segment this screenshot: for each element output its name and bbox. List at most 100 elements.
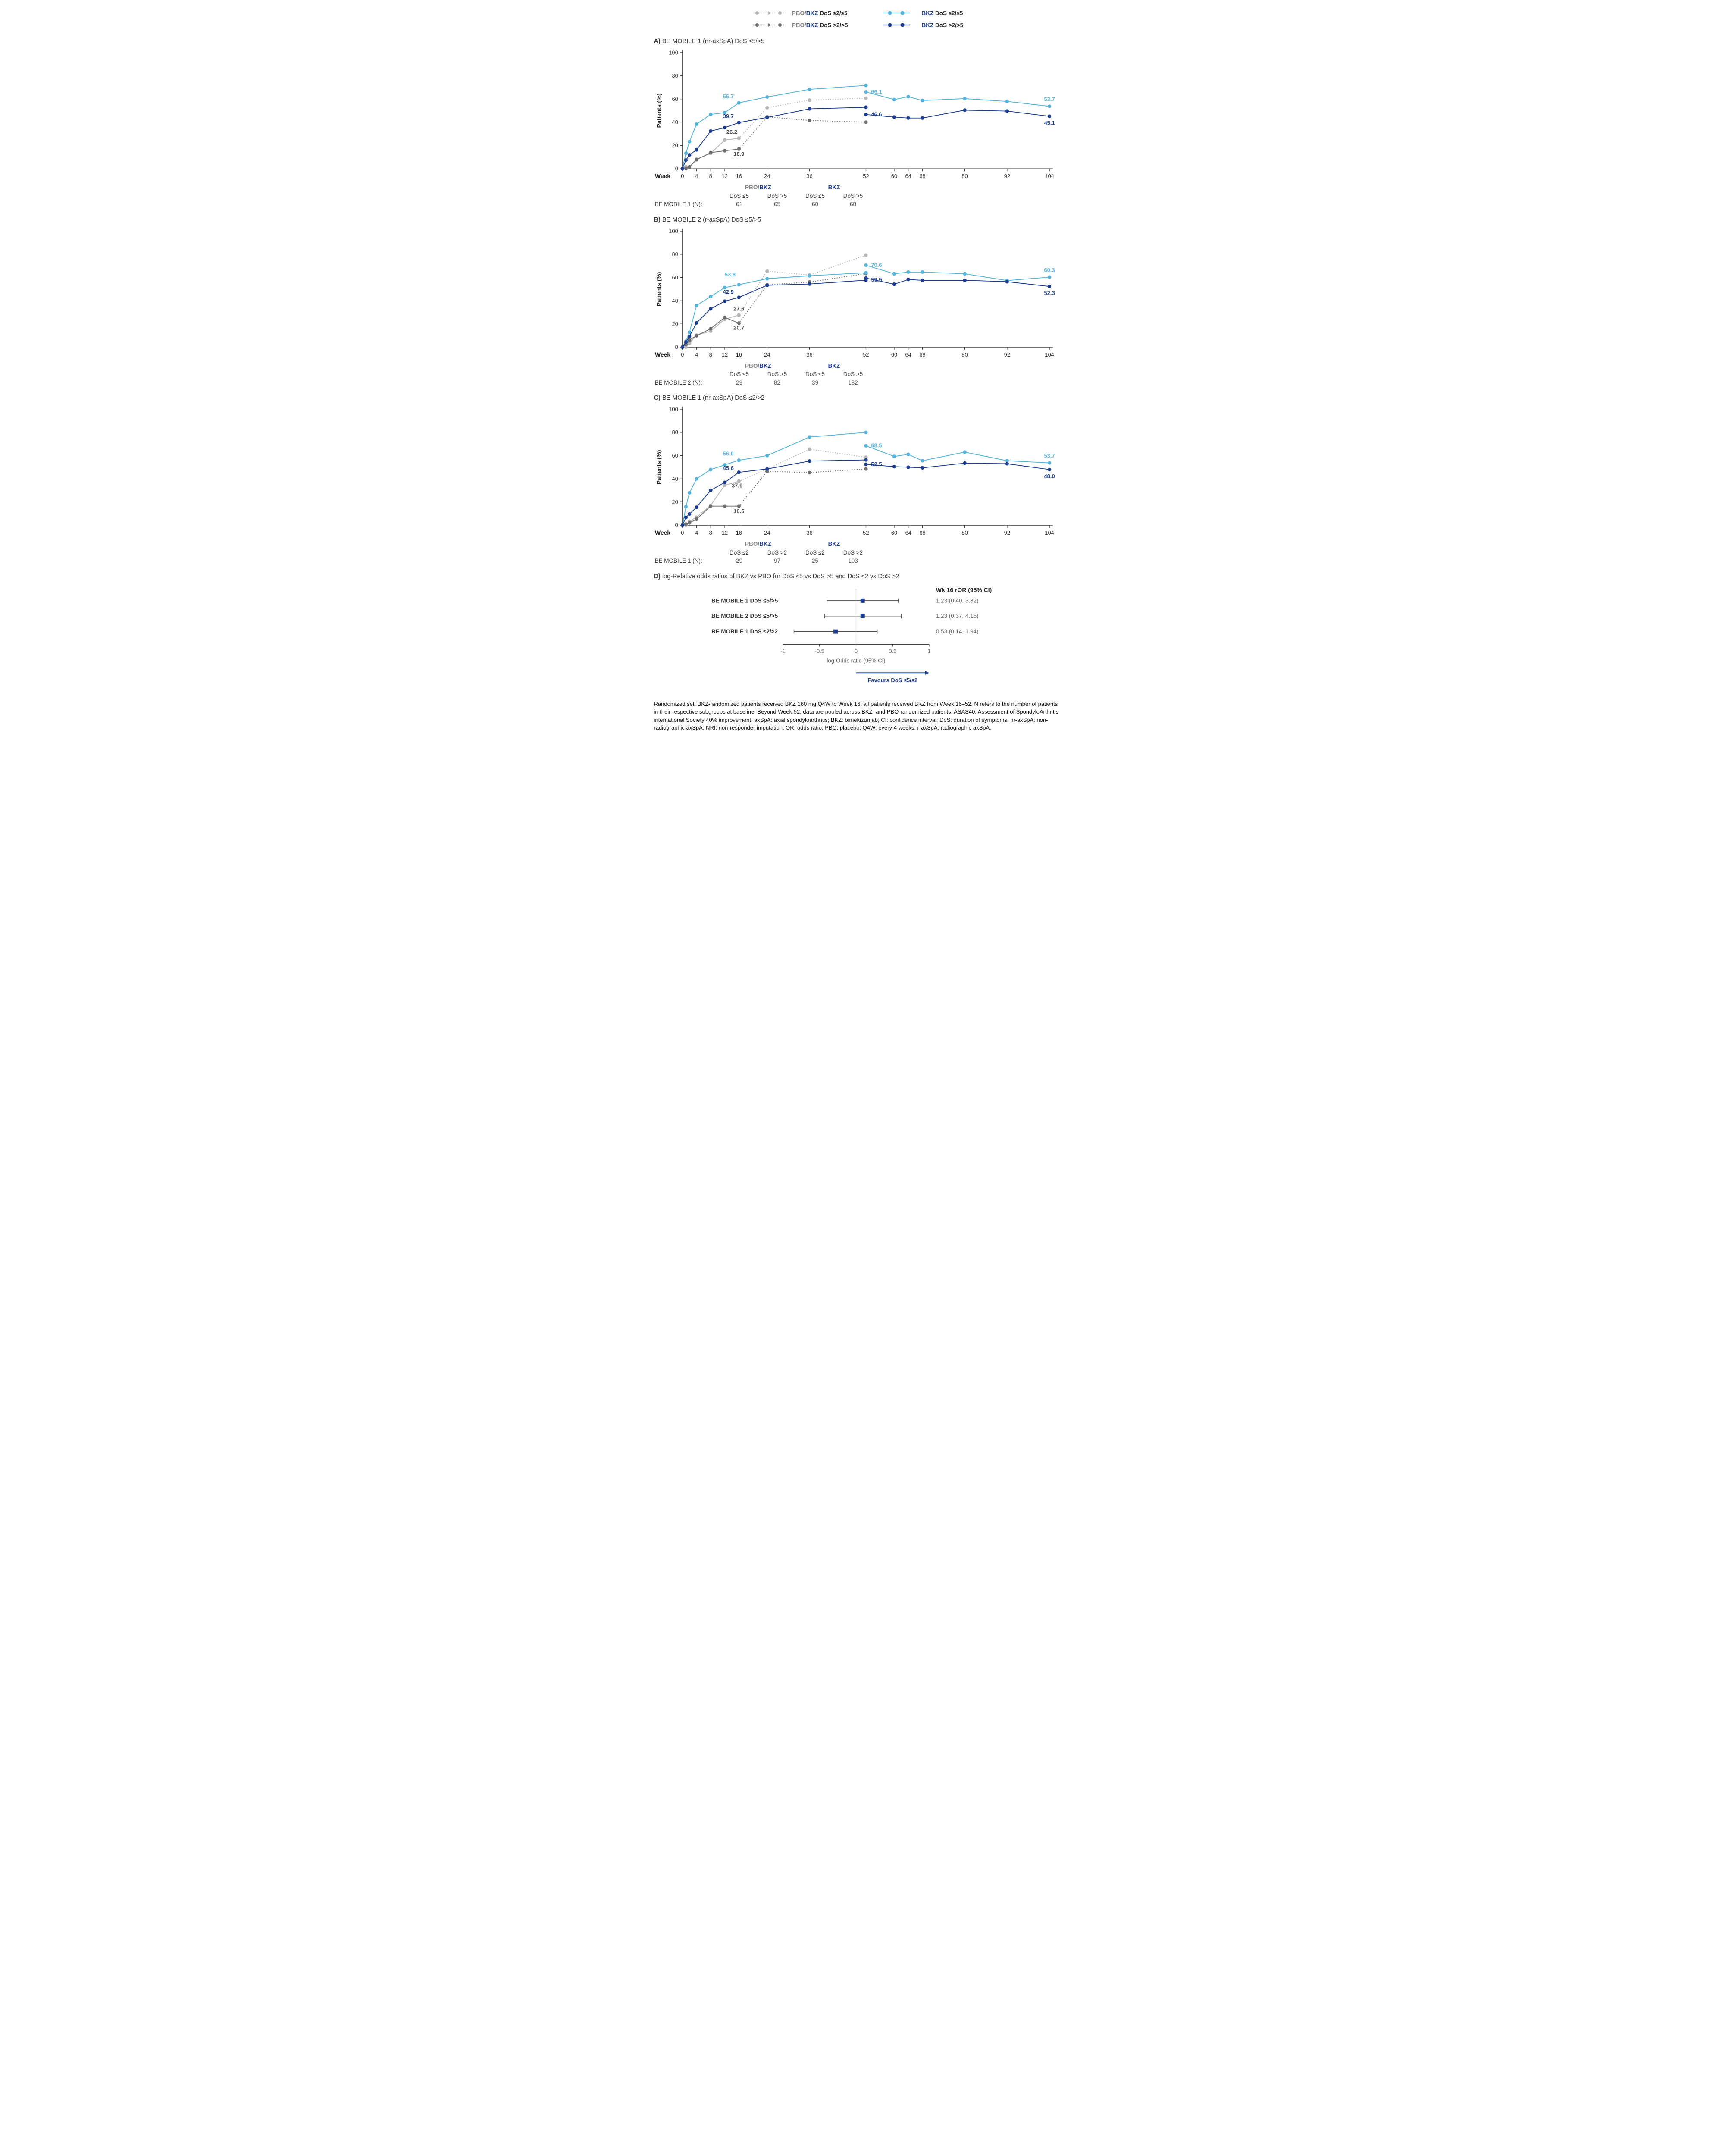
col-header: DoS >5 [767, 371, 787, 378]
svg-text:0: 0 [675, 166, 678, 172]
col-header: DoS ≤5 [730, 192, 749, 199]
svg-text:52: 52 [863, 173, 869, 179]
group-header-bkz: BKZ [828, 362, 840, 369]
svg-text:80: 80 [672, 72, 678, 79]
svg-text:20: 20 [672, 320, 678, 327]
svg-text:66.1: 66.1 [871, 88, 882, 95]
n-table-row-label: BE MOBILE 2 (N): [654, 379, 702, 386]
legend-label: PBO/BKZ DoS >2/>5 [792, 22, 848, 28]
n-table-group-row: PBO/BKZ BKZ [655, 183, 1062, 192]
legend-label: BKZ DoS >2/>5 [921, 22, 964, 28]
n-table-header-row: DoS ≤5 DoS >5 DoS ≤5 DoS >5 [655, 370, 1062, 379]
n-table-group-row: PBO/BKZ BKZ [655, 362, 1062, 370]
svg-text:104: 104 [1045, 173, 1054, 179]
svg-text:-1: -1 [780, 648, 786, 654]
svg-text:53.8: 53.8 [724, 271, 735, 278]
svg-text:70.6: 70.6 [871, 262, 882, 268]
svg-text:92: 92 [1004, 530, 1010, 536]
svg-text:12: 12 [721, 173, 727, 179]
svg-text:0: 0 [681, 530, 684, 536]
n-value: 25 [811, 558, 819, 564]
svg-text:BE MOBILE 2 DoS ≤5/>5: BE MOBILE 2 DoS ≤5/>5 [711, 613, 778, 619]
svg-text:20: 20 [672, 499, 678, 505]
svg-text:0: 0 [675, 344, 678, 350]
panel-a-n-table: PBO/BKZ BKZ DoS ≤5 DoS >5 DoS ≤5 DoS >5 … [655, 183, 1062, 209]
svg-text:40: 40 [672, 476, 678, 482]
svg-text:68: 68 [919, 351, 925, 358]
svg-text:12: 12 [721, 530, 727, 536]
svg-text:52: 52 [863, 530, 869, 536]
svg-text:BE MOBILE 1 DoS ≤2/>2: BE MOBILE 1 DoS ≤2/>2 [711, 628, 777, 635]
svg-text:24: 24 [764, 530, 770, 536]
svg-text:52.5: 52.5 [871, 461, 882, 467]
svg-text:60: 60 [672, 452, 678, 459]
svg-text:92: 92 [1004, 351, 1010, 358]
svg-text:42.9: 42.9 [723, 288, 733, 295]
n-table-row-label: BE MOBILE 1 (N): [654, 201, 702, 208]
panel-c-line-chart: 0 20 40 60 80 100 0 4 8 12 16 24 36 52 60 64 68 80 92 104 We… [655, 406, 1055, 536]
panel-b: B) BE MOBILE 2 (r-axSpA) DoS ≤5/>5 0 20 40… [654, 216, 1062, 387]
svg-text:0.5: 0.5 [889, 648, 896, 654]
col-header: DoS >2 [767, 549, 787, 556]
panel-b-title: B) BE MOBILE 2 (r-axSpA) DoS ≤5/>5 [654, 216, 761, 223]
svg-text:60.3: 60.3 [1044, 267, 1055, 273]
n-table-values-row: BE MOBILE 1 (N): 29 97 25 103 [655, 557, 1062, 565]
svg-text:12: 12 [721, 351, 727, 358]
n-value: 29 [736, 558, 743, 564]
n-table-header-row: DoS ≤2 DoS >2 DoS ≤2 DoS >2 [655, 548, 1062, 557]
col-header: DoS ≤5 [805, 192, 825, 199]
svg-text:0.53 (0.14, 1.94): 0.53 (0.14, 1.94) [936, 628, 978, 635]
panel-c: C) BE MOBILE 1 (nr-axSpA) DoS ≤2/>2 0 20 4… [654, 395, 1062, 565]
svg-text:36: 36 [806, 530, 812, 536]
n-value: 182 [848, 379, 858, 386]
panel-b-n-table: PBO/BKZ BKZ DoS ≤5 DoS >5 DoS ≤5 DoS >5 … [655, 362, 1062, 387]
svg-text:20: 20 [672, 142, 678, 149]
svg-text:48.0: 48.0 [1044, 473, 1055, 479]
svg-text:16: 16 [736, 530, 742, 536]
col-header: DoS ≤5 [805, 371, 825, 378]
svg-text:80: 80 [961, 351, 968, 358]
legend-item-pbo-bkz-dos-gt2-gt5: PBO/BKZ DoS >2/>5 [753, 22, 848, 28]
bkz-solid-line-icon [883, 11, 910, 15]
svg-text:60: 60 [672, 96, 678, 102]
svg-text:60: 60 [891, 530, 897, 536]
col-header: DoS ≤5 [730, 371, 749, 378]
svg-text:BE MOBILE 1 DoS ≤5/>5: BE MOBILE 1 DoS ≤5/>5 [711, 597, 778, 604]
svg-text:40: 40 [672, 119, 678, 125]
svg-text:45.6: 45.6 [723, 465, 733, 472]
n-value: 82 [773, 379, 781, 386]
n-table-values-row: BE MOBILE 2 (N): 29 82 39 182 [655, 379, 1062, 387]
panel-a-line-chart: 0 20 40 60 80 100 0 4 8 12 16 24 36 52 60 64 68 80 92 104 We… [655, 49, 1055, 179]
n-table-header-row: DoS ≤5 DoS >5 DoS ≤5 DoS >5 [655, 192, 1062, 201]
legend-item-bkz-dos-gt2-gt5: BKZ DoS >2/>5 [883, 22, 964, 28]
svg-text:16: 16 [736, 173, 742, 179]
svg-text:56.7: 56.7 [723, 93, 733, 100]
n-table-values-row: BE MOBILE 1 (N): 61 65 60 68 [655, 200, 1062, 209]
svg-text:40: 40 [672, 298, 678, 304]
svg-text:64: 64 [905, 530, 911, 536]
svg-text:104: 104 [1045, 530, 1054, 536]
group-header-pbo-bkz: PBO/BKZ [745, 541, 771, 548]
svg-text:20.7: 20.7 [733, 324, 744, 331]
svg-text:104: 104 [1045, 351, 1054, 358]
svg-text:60: 60 [891, 351, 897, 358]
svg-text:0: 0 [675, 522, 678, 529]
svg-text:Patients (%): Patients (%) [655, 94, 662, 128]
svg-text:4: 4 [695, 351, 698, 358]
svg-text:100: 100 [669, 406, 678, 413]
panel-a-title: A) BE MOBILE 1 (nr-axSpA) DoS ≤5/>5 [654, 38, 765, 45]
svg-text:39.7: 39.7 [723, 113, 733, 119]
col-header: DoS >5 [843, 371, 863, 378]
panel-c-title: C) BE MOBILE 1 (nr-axSpA) DoS ≤2/>2 [654, 395, 765, 402]
svg-text:80: 80 [961, 173, 968, 179]
col-header: DoS >2 [843, 549, 863, 556]
svg-text:60: 60 [891, 173, 897, 179]
svg-text:36: 36 [806, 173, 812, 179]
legend-item-bkz-dos-le2-le5: BKZ DoS ≤2/≤5 [883, 9, 964, 16]
svg-text:Patients (%): Patients (%) [655, 272, 662, 306]
svg-text:100: 100 [669, 228, 678, 234]
group-header-pbo-bkz: PBO/BKZ [745, 362, 771, 369]
panel-a: A) BE MOBILE 1 (nr-axSpA) DoS ≤5/>5 0 20 4… [654, 38, 1062, 209]
svg-text:68: 68 [919, 173, 925, 179]
svg-text:Patients (%): Patients (%) [655, 450, 662, 485]
